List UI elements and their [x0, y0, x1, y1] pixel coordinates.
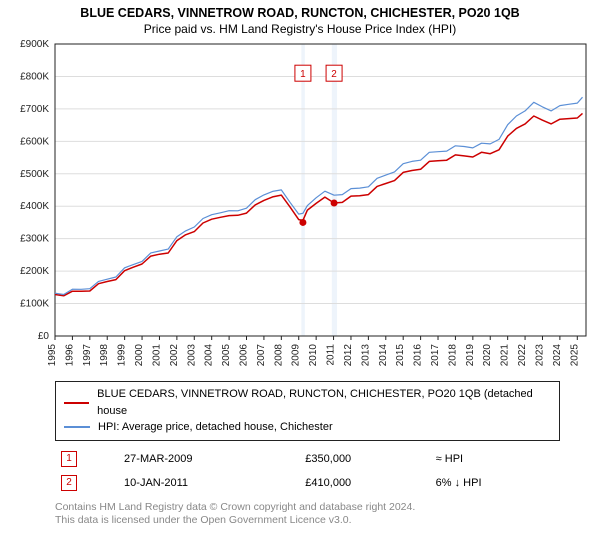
svg-text:1: 1	[300, 69, 306, 80]
legend-item: BLUE CEDARS, VINNETROW ROAD, RUNCTON, CH…	[64, 386, 551, 419]
sales-table: 1 27-MAR-2009 £350,000 ≈ HPI 2 10-JAN-20…	[55, 447, 560, 495]
svg-text:2004: 2004	[204, 344, 215, 367]
svg-text:£700K: £700K	[20, 104, 49, 115]
svg-text:2: 2	[331, 69, 337, 80]
svg-text:1996: 1996	[64, 344, 75, 367]
svg-text:2010: 2010	[308, 344, 319, 367]
svg-text:2018: 2018	[447, 344, 458, 367]
svg-text:£900K: £900K	[20, 39, 49, 50]
svg-text:2006: 2006	[239, 344, 250, 367]
svg-text:2012: 2012	[343, 344, 354, 367]
svg-text:1997: 1997	[82, 344, 93, 367]
chart-container: £0 £100K £200K £300K £400K £500K £600K £700K £80…	[0, 36, 600, 381]
svg-text:2015: 2015	[395, 344, 406, 367]
svg-text:2024: 2024	[552, 344, 563, 367]
svg-text:2003: 2003	[186, 344, 197, 367]
price-line-chart: £0 £100K £200K £300K £400K £500K £600K £700K £80…	[0, 36, 600, 376]
legend-item: HPI: Average price, detached house, Chic…	[64, 419, 551, 436]
legend-swatch	[64, 426, 90, 428]
sale-date: 10-JAN-2011	[118, 471, 299, 495]
svg-text:2008: 2008	[273, 344, 284, 367]
svg-text:2001: 2001	[151, 344, 162, 367]
table-row: 2 10-JAN-2011 £410,000 6% ↓ HPI	[55, 471, 560, 495]
svg-text:2000: 2000	[134, 344, 145, 367]
svg-text:2011: 2011	[326, 344, 337, 366]
table-row: 1 27-MAR-2009 £350,000 ≈ HPI	[55, 447, 560, 471]
svg-text:2021: 2021	[500, 344, 511, 367]
svg-text:2013: 2013	[360, 344, 371, 367]
svg-text:£600K: £600K	[20, 136, 49, 147]
page-title: BLUE CEDARS, VINNETROW ROAD, RUNCTON, CH…	[0, 6, 600, 20]
legend-box: BLUE CEDARS, VINNETROW ROAD, RUNCTON, CH…	[55, 381, 560, 441]
sale-price: £410,000	[299, 471, 429, 495]
page-subtitle: Price paid vs. HM Land Registry's House …	[0, 22, 600, 36]
svg-text:2016: 2016	[413, 344, 424, 367]
legend-swatch	[64, 402, 89, 404]
svg-text:2017: 2017	[430, 344, 441, 367]
svg-text:2005: 2005	[221, 344, 232, 367]
svg-text:£400K: £400K	[20, 201, 49, 212]
svg-text:2022: 2022	[517, 344, 528, 367]
sale-delta: 6% ↓ HPI	[430, 471, 560, 495]
sale-price: £350,000	[299, 447, 429, 471]
svg-text:2020: 2020	[482, 344, 493, 367]
svg-text:2025: 2025	[569, 344, 580, 367]
sale-date: 27-MAR-2009	[118, 447, 299, 471]
svg-text:£100K: £100K	[20, 299, 49, 310]
svg-text:2007: 2007	[256, 344, 267, 367]
svg-text:1999: 1999	[117, 344, 128, 367]
svg-text:£300K: £300K	[20, 234, 49, 245]
svg-text:1995: 1995	[47, 344, 58, 367]
svg-text:2019: 2019	[465, 344, 476, 367]
svg-text:2023: 2023	[534, 344, 545, 367]
svg-text:£0: £0	[38, 331, 50, 342]
legend-label: BLUE CEDARS, VINNETROW ROAD, RUNCTON, CH…	[97, 386, 551, 419]
svg-text:£500K: £500K	[20, 169, 49, 180]
svg-text:2002: 2002	[169, 344, 180, 367]
footer-line: Contains HM Land Registry data © Crown c…	[55, 501, 560, 515]
svg-text:2009: 2009	[291, 344, 302, 367]
chart-titles: BLUE CEDARS, VINNETROW ROAD, RUNCTON, CH…	[0, 0, 600, 36]
sale-marker-icon: 2	[61, 475, 77, 491]
sale-marker-icon: 1	[61, 451, 77, 467]
svg-text:£800K: £800K	[20, 71, 49, 82]
svg-text:£200K: £200K	[20, 266, 49, 277]
sale-delta: ≈ HPI	[430, 447, 560, 471]
footer-line: This data is licensed under the Open Gov…	[55, 514, 560, 528]
svg-text:1998: 1998	[99, 344, 110, 367]
legend-label: HPI: Average price, detached house, Chic…	[98, 419, 333, 436]
svg-text:2014: 2014	[378, 344, 389, 367]
footer-attribution: Contains HM Land Registry data © Crown c…	[55, 501, 560, 528]
